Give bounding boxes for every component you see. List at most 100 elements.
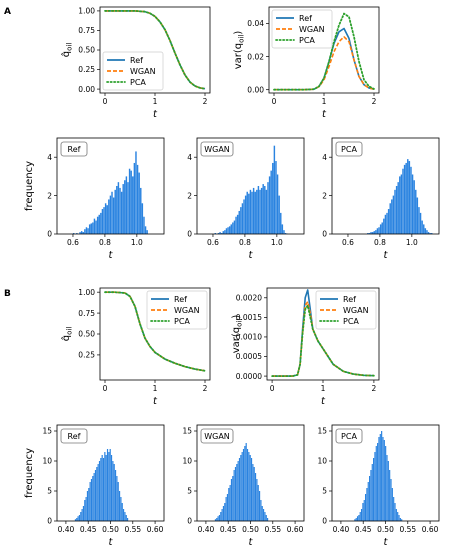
x-tick-label: 0.6: [67, 238, 79, 247]
histogram-bar: [240, 207, 242, 234]
histogram-bar: [109, 449, 111, 521]
chart-A-var: 0 1 2 0.00 0.02 0.04 t var(qoil) Ref WGAN PCA: [233, 6, 380, 120]
x-axis-label: t: [109, 250, 114, 261]
x-tick-label: 1: [153, 384, 158, 393]
histogram-bar: [85, 227, 88, 234]
x-tick-label: 1: [153, 97, 158, 106]
histogram-bar: [92, 222, 94, 234]
histogram-bar: [373, 458, 375, 521]
x-tick-label: 0.50: [377, 525, 394, 534]
y-tick-label: 4: [322, 153, 327, 162]
x-axis-label: t: [321, 396, 326, 407]
y-axis-label: frequency: [24, 448, 35, 498]
histogram-bar: [248, 452, 250, 521]
y-tick-label: 2: [187, 191, 192, 200]
chart-B-mean: 0 1 2 0.25 0.50 0.75 1.00 t q̂oil Ref WGAN PCA: [60, 287, 211, 407]
bars: [214, 443, 269, 521]
histogram-bar: [395, 186, 398, 234]
chart-A-mean: 0 1 2 0.00 0.25 0.50 0.75 1.00 t q̂oil Ref WGAN PCA: [60, 6, 211, 120]
histogram-bar: [216, 518, 218, 521]
histogram-bar: [244, 195, 247, 234]
histogram-bar: [234, 467, 237, 521]
histogram-bar: [281, 224, 284, 234]
histogram-bar: [244, 446, 246, 521]
chart-A-hist-wgan: 0.6 0.8 1.0 0 2 4 t WGAN: [187, 137, 305, 261]
histogram-bar: [374, 452, 376, 521]
y-tick-label: 2: [322, 191, 327, 200]
histogram-bar: [86, 491, 89, 521]
x-tick-label: 1: [322, 97, 327, 106]
bars: [214, 145, 288, 234]
histogram-bar: [276, 174, 279, 234]
x-axis-label: t: [109, 537, 114, 548]
histogram-bar: [112, 461, 114, 521]
histogram-bar: [391, 199, 393, 234]
histogram-bar: [122, 509, 125, 521]
legend-box: [315, 290, 377, 330]
y-label-subscript: oil: [238, 35, 246, 43]
histogram-bar: [381, 222, 383, 234]
chart-B-hist-pca: 0.40 0.45 0.50 0.55 0.60 0 5 10 15 t PCA: [317, 424, 440, 548]
y-tick-label: 0.50: [78, 46, 95, 55]
legend-label: Ref: [174, 295, 187, 304]
y-label-subscript: oil: [236, 319, 244, 327]
dataset-label-box: [60, 428, 88, 444]
histogram-bar: [226, 494, 229, 521]
y-label-subscript: oil: [66, 327, 74, 335]
histogram-bar: [386, 455, 388, 521]
histogram-bar: [264, 512, 266, 521]
histogram-bar: [278, 195, 280, 234]
histogram-bar: [378, 227, 380, 234]
histogram-bar: [256, 479, 258, 521]
histogram-bar: [125, 176, 128, 234]
histogram-bar: [136, 164, 139, 234]
histogram-bar: [397, 512, 399, 521]
dataset-label: PCA: [341, 145, 357, 154]
legend-label: WGAN: [130, 67, 156, 76]
histogram-bar: [379, 224, 382, 234]
y-tick-label: 0.75: [78, 26, 95, 35]
histogram-bar: [272, 162, 274, 234]
histogram-bar: [241, 452, 243, 521]
histogram-bar: [367, 233, 369, 234]
histogram-bar: [224, 503, 226, 521]
histogram-bar: [92, 476, 94, 521]
histogram-bar: [258, 491, 261, 521]
histogram-bar: [249, 455, 251, 521]
histogram-bar: [359, 512, 361, 521]
y-axis-label: q̂oil: [60, 43, 74, 58]
histogram-bar: [113, 464, 115, 521]
histogram-bar: [228, 488, 230, 521]
x-tick-label: 1.0: [271, 238, 283, 247]
histogram-bar: [275, 161, 277, 234]
histogram-bar: [89, 482, 91, 521]
histogram-bar: [250, 458, 253, 521]
y-tick-label: 0: [187, 517, 192, 526]
chart-B-hist-ref: 0.40 0.45 0.50 0.55 0.60 0 5 10 15 t frequency Ref: [24, 424, 165, 548]
histogram-bar: [284, 233, 287, 234]
y-tick-label: 10: [182, 457, 192, 466]
lines: [104, 9, 206, 90]
histogram-bar: [79, 232, 81, 234]
histogram-bar: [225, 497, 227, 521]
histogram-bar: [80, 231, 83, 234]
histogram-bar: [427, 232, 430, 234]
x-tick-label: 0: [272, 97, 277, 106]
histogram-bar: [232, 222, 234, 234]
y-label-close: ): [231, 315, 242, 319]
lines: [104, 291, 206, 372]
y-tick-label: 0.04: [247, 19, 264, 28]
histogram-bar: [429, 233, 431, 234]
histogram-bar: [383, 218, 385, 234]
x-tick-label: 0.45: [80, 525, 97, 534]
histogram-bar: [103, 207, 105, 234]
histogram-bar: [392, 195, 395, 234]
y-tick-label: 2: [47, 191, 52, 200]
bars: [367, 159, 433, 234]
panel-label-a: A: [4, 7, 11, 17]
histogram-bar: [114, 189, 116, 234]
x-tick-label: 0.40: [58, 525, 75, 534]
x-tick-label: 0.60: [287, 525, 304, 534]
dataset-label: WGAN: [204, 432, 230, 441]
x-tick-label: 0.55: [399, 525, 416, 534]
